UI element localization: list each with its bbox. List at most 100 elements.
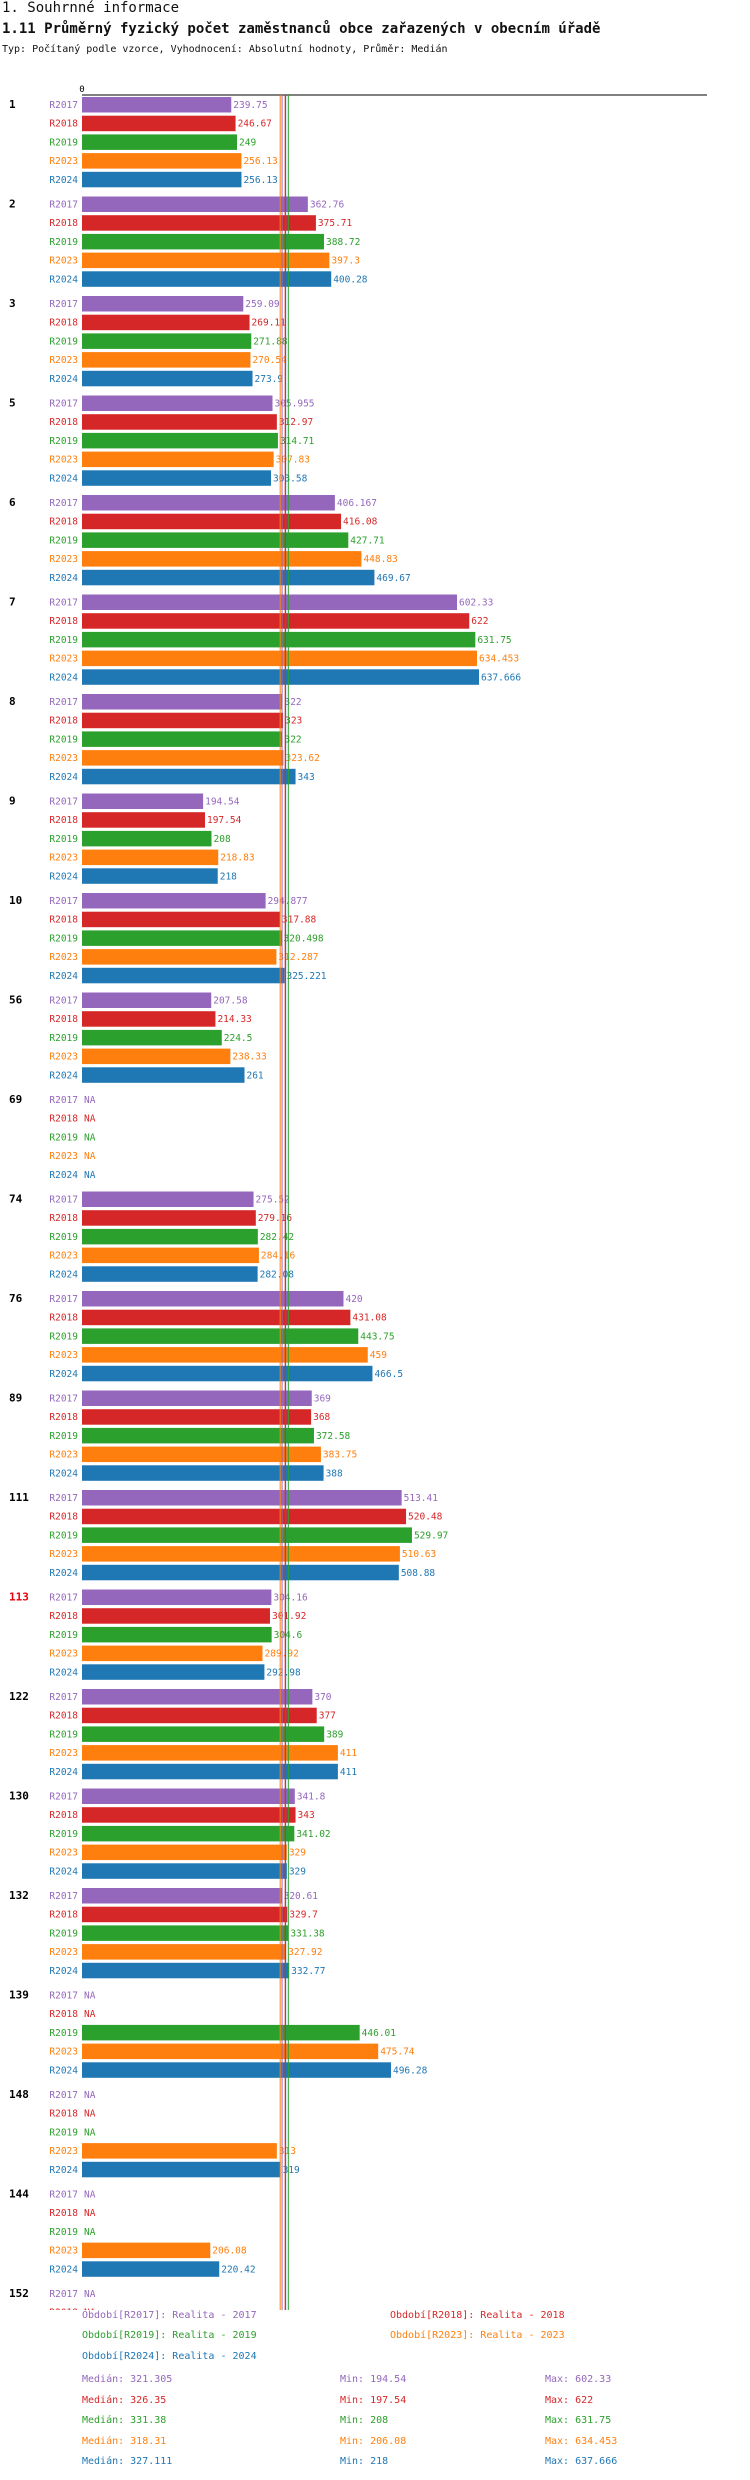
bar-value-label: NA [84, 1095, 96, 1106]
series-label: R2018 [49, 1611, 78, 1622]
series-label: R2017 [49, 299, 78, 310]
bar-value-label: 389 [326, 1729, 343, 1740]
bar-value-label: 246.67 [238, 119, 272, 130]
series-label: R2023 [49, 256, 78, 267]
bar [82, 2062, 391, 2078]
bar-value-label: 375.71 [318, 218, 353, 229]
bar [82, 1944, 287, 1960]
series-label: R2023 [49, 455, 78, 466]
bar-value-label: NA [84, 2009, 96, 2020]
series-label: R2019 [49, 1132, 78, 1143]
series-label: R2019 [49, 1729, 78, 1740]
series-label: R2018 [49, 716, 78, 727]
group-label: 122 [9, 1690, 29, 1703]
series-label: R2018 [49, 1512, 78, 1523]
legend-item: Období[R2023]: Realita - 2023 [390, 2330, 565, 2341]
series-label: R2024 [49, 1070, 78, 1081]
bar [82, 1664, 265, 1680]
series-label: R2017 [49, 2090, 78, 2101]
series-label: R2019 [49, 237, 78, 248]
bar [82, 1626, 272, 1643]
series-label: R2019 [49, 1331, 78, 1342]
bar-value-label: 341.02 [296, 1829, 330, 1840]
group-label: 69 [9, 1093, 22, 1106]
series-label: R2024 [49, 772, 78, 783]
group-label: 111 [9, 1491, 29, 1504]
bar [82, 830, 212, 847]
bar-value-label: 368 [313, 1412, 330, 1423]
bar [82, 2161, 281, 2178]
group-label: 76 [9, 1292, 23, 1305]
bar-value-label: NA [84, 2208, 96, 2219]
bar [82, 513, 342, 530]
bar-value-label: 383.75 [323, 1450, 357, 1461]
bar-value-label: 284.16 [261, 1251, 296, 1262]
bar [82, 1291, 344, 1307]
series-label: R2023 [49, 1549, 78, 1560]
bar [82, 1888, 282, 1904]
bar [82, 694, 283, 710]
series-label: R2023 [49, 853, 78, 864]
series-label: R2018 [49, 119, 78, 130]
bar [82, 1210, 256, 1226]
series-label: R2023 [49, 1052, 78, 1063]
group-label: 2 [9, 198, 16, 211]
group-label: 132 [9, 1889, 29, 1902]
series-label: R2023 [49, 1251, 78, 1262]
bar [82, 812, 205, 828]
bar [82, 768, 296, 785]
bar [82, 1745, 338, 1761]
bar-value-label: NA [84, 2190, 96, 2201]
bar [82, 1247, 259, 1264]
group-label: 56 [9, 994, 23, 1007]
series-label: R2017 [49, 1195, 78, 1206]
bar-value-label: 377 [319, 1711, 336, 1722]
bar-value-label: 520.48 [408, 1512, 443, 1523]
legend-item: Období[R2019]: Realita - 2019 [82, 2330, 257, 2341]
bar-value-label: NA [84, 2289, 96, 2300]
bar [82, 451, 274, 468]
bar-value-label: 238.33 [232, 1052, 266, 1063]
bar-value-label: NA [84, 2308, 96, 2310]
bar-value-label: 631.75 [477, 635, 511, 646]
series-label: R2019 [49, 336, 78, 347]
bar [82, 1390, 312, 1406]
series-label: R2017 [49, 498, 78, 509]
bar-value-label: 508.88 [401, 1568, 436, 1579]
bar [82, 1825, 295, 1842]
series-label: R2017 [49, 598, 78, 609]
legend-max: Max: 602.33 [545, 2374, 612, 2385]
bar-value-label: NA [84, 1151, 96, 1162]
bar [82, 1427, 314, 1444]
series-label: R2018 [49, 218, 78, 229]
x-axis-zero-label: 0 [79, 85, 84, 95]
bar [82, 115, 236, 132]
legend-min: Min: 194.54 [340, 2374, 407, 2385]
bar [82, 1067, 245, 1083]
series-label: R2018 [49, 2208, 78, 2219]
group-label: 10 [9, 894, 22, 907]
bar [82, 352, 251, 368]
bar [82, 171, 242, 188]
bar-value-label: 329 [289, 1848, 306, 1859]
bar [82, 750, 284, 766]
bar-value-label: 269.11 [252, 318, 287, 329]
bar-value-label: 218.83 [220, 853, 254, 864]
series-label: R2017 [49, 797, 78, 808]
bar-value-label: 282.42 [260, 1232, 294, 1243]
bar [82, 1546, 400, 1562]
bar-value-label: 325.221 [286, 971, 326, 982]
series-label: R2024 [49, 1966, 78, 1977]
group-label: 5 [9, 397, 16, 410]
series-label: R2024 [49, 1369, 78, 1380]
group-label: 6 [9, 496, 16, 509]
bar [82, 2242, 211, 2259]
bar-value-label: 197.54 [207, 815, 242, 826]
series-label: R2024 [49, 2264, 78, 2275]
bar-value-label: 317.88 [282, 915, 317, 926]
bar-value-label: 312.287 [278, 952, 318, 963]
bar [82, 1707, 317, 1724]
bar-value-label: 448.83 [363, 554, 397, 565]
legend-max: Max: 637.666 [545, 2456, 618, 2467]
bar-value-label: 220.42 [221, 2264, 255, 2275]
